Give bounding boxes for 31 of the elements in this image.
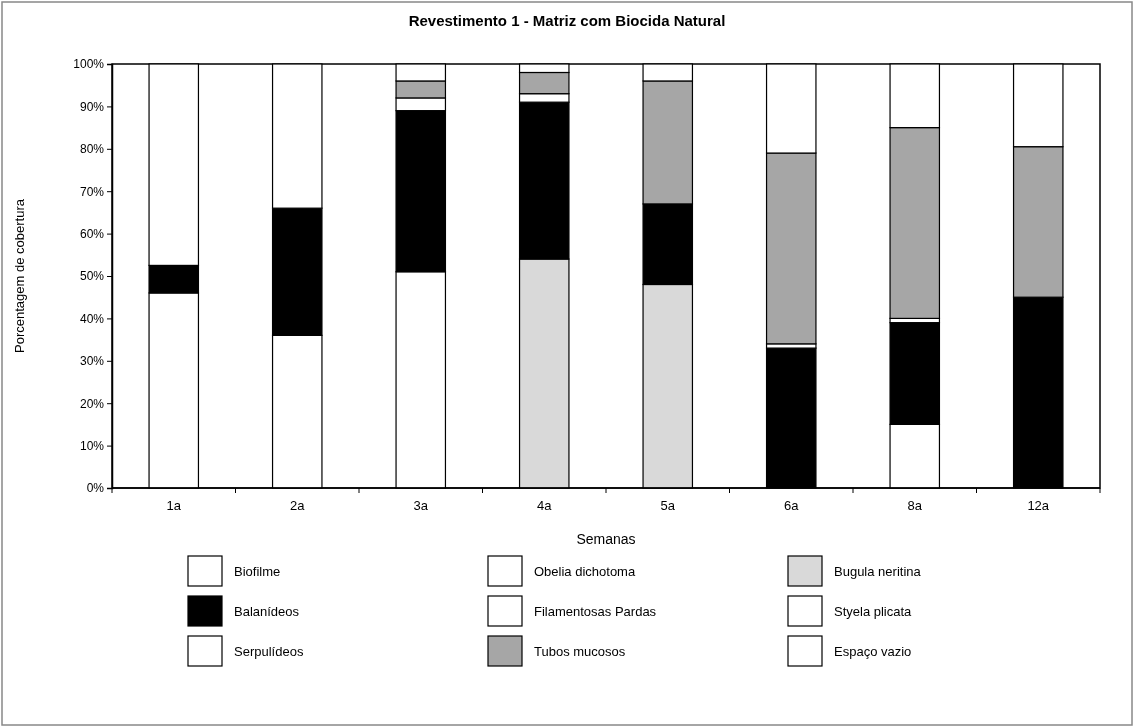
y-tick-label: 100% — [73, 57, 105, 72]
x-tick-label: 2a — [290, 498, 306, 513]
y-tick-label: 20% — [79, 396, 105, 411]
legend-label: Tubos mucosos — [534, 644, 626, 659]
x-tick-label: 1a — [166, 498, 182, 513]
legend-label: Espaço vazio — [834, 644, 912, 659]
y-tick-label: 30% — [79, 354, 105, 369]
y-tick-label: 80% — [79, 142, 105, 157]
legend-label: Obelia dichotoma — [534, 564, 636, 579]
y-tick-label: 50% — [79, 269, 105, 284]
legend-label: Biofilme — [234, 564, 281, 579]
y-tick-label: 90% — [79, 99, 105, 114]
legend-label: Serpulídeos — [234, 644, 304, 659]
x-tick-label: 4a — [537, 498, 553, 513]
legend-label: Styela plicata — [834, 604, 913, 619]
y-tick-label: 10% — [79, 438, 105, 453]
x-tick-label: 8a — [907, 498, 923, 513]
x-tick-label: 3a — [413, 498, 429, 513]
legend-label: Filamentosas Pardas — [534, 604, 657, 619]
legend-label: Balanídeos — [234, 604, 300, 619]
y-tick-label: 40% — [79, 311, 105, 326]
y-tick-label: 60% — [79, 226, 105, 241]
y-tick-label: 0% — [86, 481, 105, 496]
y-tick-label: 70% — [79, 184, 105, 199]
x-tick-label: 6a — [784, 498, 800, 513]
x-tick-label: 12a — [1027, 498, 1050, 513]
x-axis-title: Semanas — [576, 531, 636, 547]
chart-title: Revestimento 1 - Matriz com Biocida Natural — [408, 12, 726, 29]
x-tick-label: 5a — [660, 498, 676, 513]
y-axis-title: Porcentagem de cobertura — [12, 198, 27, 353]
legend-label: Bugula neritina — [834, 564, 922, 579]
